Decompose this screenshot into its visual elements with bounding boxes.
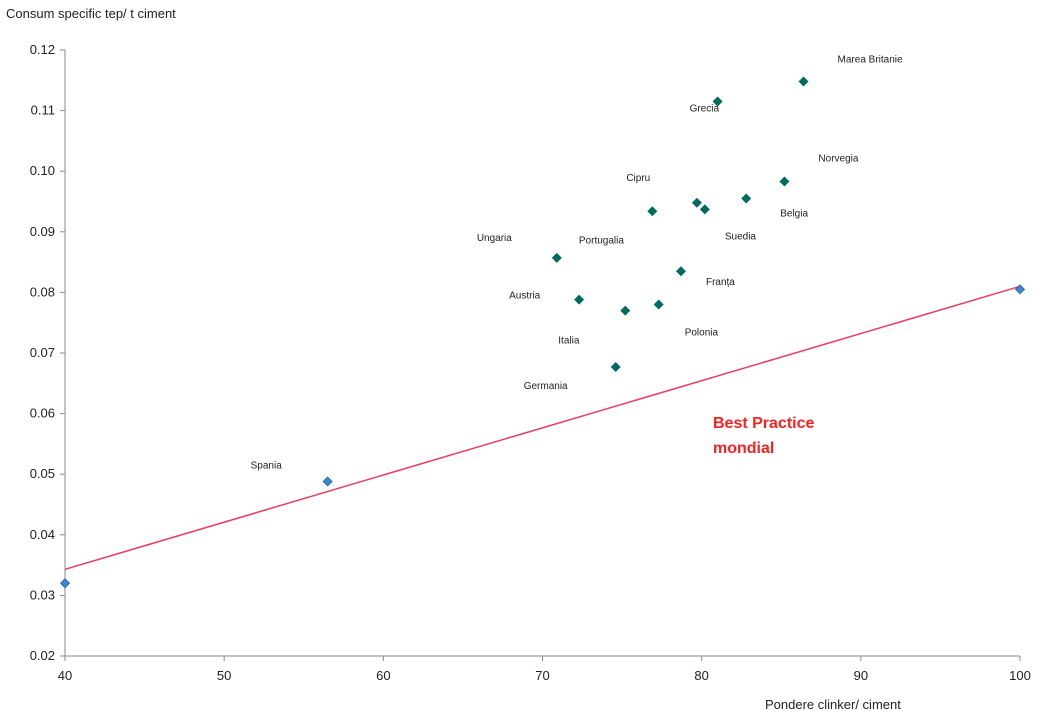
data-point-marker	[59, 578, 71, 589]
y-tick-label: 0.05	[30, 466, 55, 481]
data-point-label: Portugalia	[579, 236, 624, 247]
x-tick-label: 40	[58, 668, 72, 683]
data-point-marker	[574, 294, 585, 305]
y-tick-label: 0.03	[30, 587, 55, 602]
data-point-marker	[675, 266, 686, 277]
y-tick-label: 0.02	[30, 648, 55, 663]
data-point-marker	[551, 252, 562, 263]
data-point-marker	[699, 204, 710, 215]
y-tick-label: 0.04	[30, 527, 55, 542]
data-point-marker	[653, 299, 664, 310]
data-point-label: Suedia	[725, 231, 757, 242]
data-point-label: Norvegia	[818, 154, 858, 165]
data-point-label: Ungaria	[477, 233, 512, 244]
y-axis-label: Consum specific tep/ t ciment	[6, 6, 176, 21]
x-tick-label: 50	[217, 668, 231, 683]
y-tick-label: 0.09	[30, 224, 55, 239]
x-tick-label: 70	[535, 668, 549, 683]
x-axis-label: Pondere clinker/ ciment	[765, 697, 901, 712]
data-point-label: Cipru	[626, 173, 650, 184]
x-tick-label: 100	[1009, 668, 1031, 683]
data-point-marker	[647, 206, 658, 217]
y-tick-label: 0.10	[30, 163, 55, 178]
data-point-marker	[322, 476, 333, 487]
data-point-marker	[610, 361, 621, 372]
data-point-marker	[741, 193, 752, 204]
data-point-label: Belgia	[780, 208, 808, 219]
y-tick-label: 0.12	[30, 42, 55, 57]
data-point-marker	[712, 96, 723, 107]
data-point-label: Spania	[251, 460, 283, 471]
x-tick-label: 80	[694, 668, 708, 683]
y-tick-label: 0.08	[30, 284, 55, 299]
data-point-marker	[691, 197, 702, 208]
data-point-label: Germania	[524, 381, 568, 392]
data-point-label: Franța	[706, 277, 735, 288]
y-tick-label: 0.11	[31, 103, 55, 118]
data-point-marker	[1014, 284, 1026, 295]
x-tick-label: 60	[376, 668, 390, 683]
best-practice-annotation: Best Practice	[713, 415, 814, 432]
data-point-marker	[798, 76, 809, 87]
data-point-label: Grecia	[690, 104, 720, 115]
trendline	[64, 285, 1021, 571]
data-point-label: Marea Britanie	[838, 55, 903, 66]
data-point-label: Austria	[509, 291, 541, 302]
data-point-label: Italia	[558, 336, 580, 347]
best-practice-annotation: mondial	[713, 440, 774, 457]
y-tick-label: 0.06	[30, 406, 55, 421]
data-point-label: Polonia	[685, 328, 719, 339]
data-point-marker	[779, 176, 790, 187]
x-tick-label: 90	[854, 668, 868, 683]
y-tick-label: 0.07	[30, 345, 55, 360]
data-point-marker	[620, 305, 631, 316]
